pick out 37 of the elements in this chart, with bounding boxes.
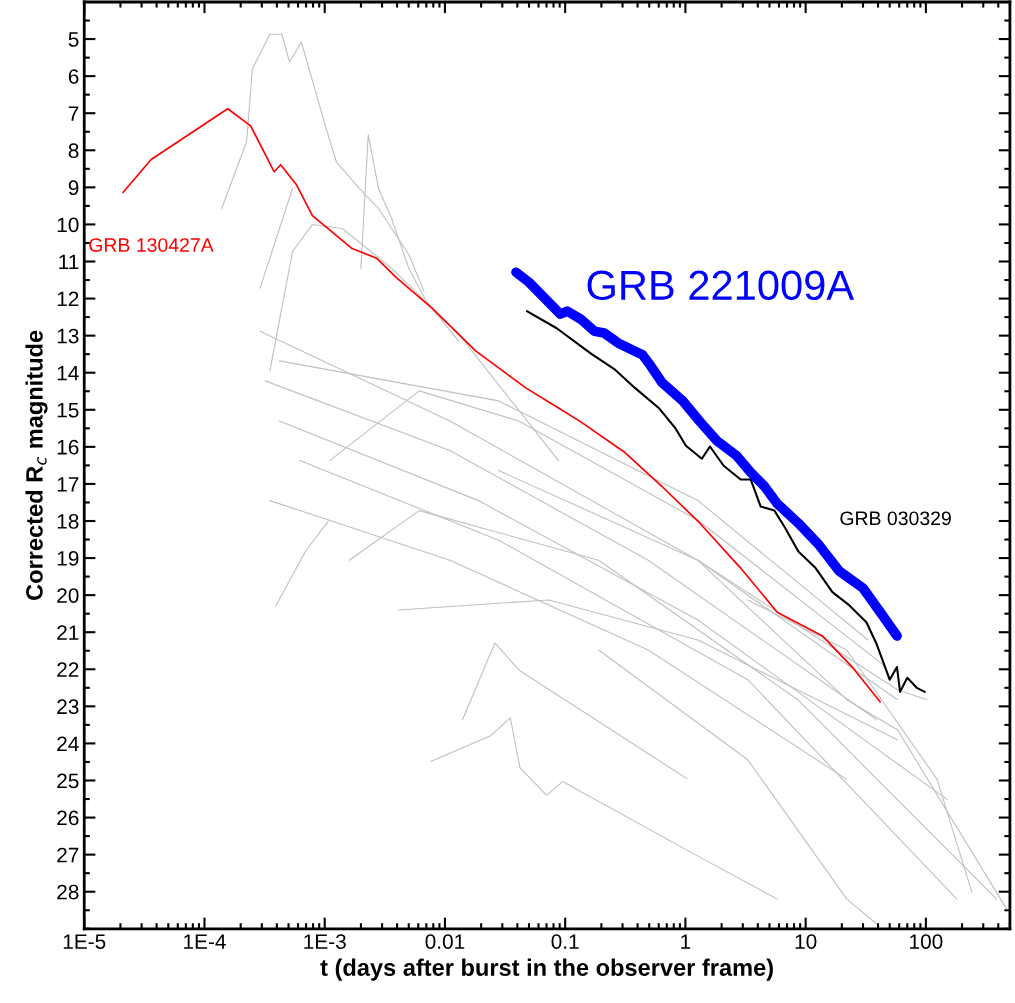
x-tick-label: 1E-5 xyxy=(63,934,106,949)
x-tick-label: 100 xyxy=(910,934,943,949)
y-tick-label: 9 xyxy=(68,180,79,196)
y-tick-label: 12 xyxy=(57,291,79,307)
x-tick-label: 1E-3 xyxy=(304,934,346,949)
y-tick-label: 6 xyxy=(68,69,79,84)
x-tick-label: 1 xyxy=(681,934,691,949)
y-tick-label: 26 xyxy=(57,810,79,826)
y-tick-label: 8 xyxy=(68,143,79,159)
y-tick-label: 23 xyxy=(57,699,79,715)
series-label: GRB 221009A xyxy=(587,270,855,301)
y-tick-label: 20 xyxy=(57,588,79,603)
y-tick-label: 15 xyxy=(57,403,79,418)
y-tick-label: 28 xyxy=(57,884,79,900)
text: GRB 030329 xyxy=(840,511,951,526)
y-tick-label: 25 xyxy=(57,773,79,789)
y-tick-label: 19 xyxy=(57,551,79,566)
y-tick-label: 24 xyxy=(57,736,79,751)
x-tick-label: 0.01 xyxy=(425,934,465,949)
y-tick-label: 22 xyxy=(57,662,79,677)
y-tick-label: 7 xyxy=(68,106,79,121)
x-tick-label: 10 xyxy=(795,934,817,949)
y-tick-label: 27 xyxy=(57,847,79,863)
x-tick-label: 1E-4 xyxy=(184,934,226,949)
y-tick-label: 11 xyxy=(59,254,79,270)
y-tick-label: 18 xyxy=(57,514,79,529)
x-tick-label: 0.1 xyxy=(551,934,579,949)
y-tick-label: 10 xyxy=(57,217,79,233)
y-tick-label: 16 xyxy=(57,439,79,455)
y-tick-label: 14 xyxy=(57,365,79,381)
y-tick-label: 13 xyxy=(57,328,79,344)
y-axis-title: Corrected R$_{c}$ magnitude xyxy=(25,330,48,600)
y-tick-label: 5 xyxy=(68,32,79,47)
y-tick-label: 21 xyxy=(57,625,79,640)
text: GRB 130427A xyxy=(89,238,214,252)
x-axis-title: t (days after burst in the observer frame) xyxy=(320,958,773,981)
y-tick-label: 17 xyxy=(57,477,79,492)
